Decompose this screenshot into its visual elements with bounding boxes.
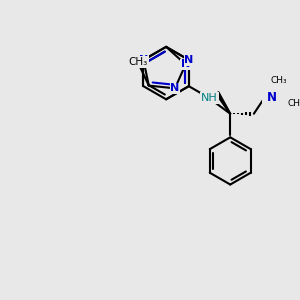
Text: N: N	[139, 55, 148, 65]
Text: CH₃: CH₃	[271, 76, 287, 85]
Text: N: N	[181, 59, 190, 69]
Text: N: N	[170, 83, 180, 93]
Text: N: N	[267, 92, 277, 104]
Text: CH₃: CH₃	[128, 57, 147, 67]
Text: N: N	[184, 55, 194, 65]
Text: CH₃: CH₃	[287, 99, 300, 108]
Text: NH: NH	[201, 93, 217, 103]
Polygon shape	[216, 92, 231, 114]
